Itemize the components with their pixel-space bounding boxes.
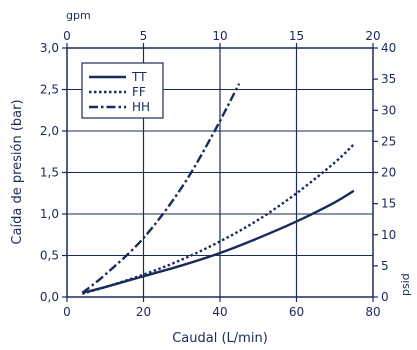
psid-tick-label: 10 (381, 228, 396, 242)
y-tick-label: 3,0 (40, 41, 59, 55)
x-tick-label: 0 (63, 305, 71, 319)
gpm-tick-label: 15 (289, 29, 304, 43)
x-tick-label: 40 (212, 305, 227, 319)
psid-tick-label: 30 (381, 103, 396, 117)
legend: TT FF HH (81, 62, 164, 119)
gpm-tick-label: 5 (140, 29, 148, 43)
psid-tick-label: 35 (381, 72, 396, 86)
y-axis-label: Caída de presión (bar) (10, 99, 25, 244)
y-tick-label: 2,5 (40, 83, 59, 97)
x-tick-label: 20 (136, 305, 151, 319)
series-line-tt (82, 189, 355, 295)
legend-box (81, 62, 164, 119)
psid-tick-label: 0 (381, 290, 389, 304)
y-tick-label: 0,5 (40, 249, 59, 263)
legend-label-tt: TT (131, 70, 147, 84)
y-tick-label: 0,0 (40, 290, 59, 304)
psid-tick-label: 40 (381, 41, 396, 55)
series-line-ff (81, 143, 355, 295)
legend-label-hh: HH (132, 100, 150, 114)
legend-label-ff: FF (132, 85, 146, 99)
psid-tick-label: 20 (381, 166, 396, 180)
tick-labels: 0 20 40 60 800,00,51,01,52,02,53,00 5 10 15 2005… (40, 29, 396, 319)
x-tick-label: 60 (289, 305, 304, 319)
series-line-hh (81, 83, 241, 294)
series-lines (81, 83, 355, 295)
gpm-tick-label: 0 (63, 29, 71, 43)
x-axis-label: Caudal (L/min) (172, 331, 268, 346)
psid-tick-label: 15 (381, 197, 396, 211)
gpm-tick-label: 20 (365, 29, 380, 43)
y-tick-label: 1,5 (40, 166, 59, 180)
y-tick-label: 1,0 (40, 207, 59, 221)
x-tick-label: 80 (365, 305, 380, 319)
right-axis-label: psid (399, 273, 412, 296)
y-tick-label: 2,0 (40, 124, 59, 138)
gpm-tick-label: 10 (212, 29, 227, 43)
top-axis-label: gpm (66, 9, 91, 22)
psid-tick-label: 5 (381, 259, 389, 273)
psid-tick-label: 25 (381, 134, 396, 148)
